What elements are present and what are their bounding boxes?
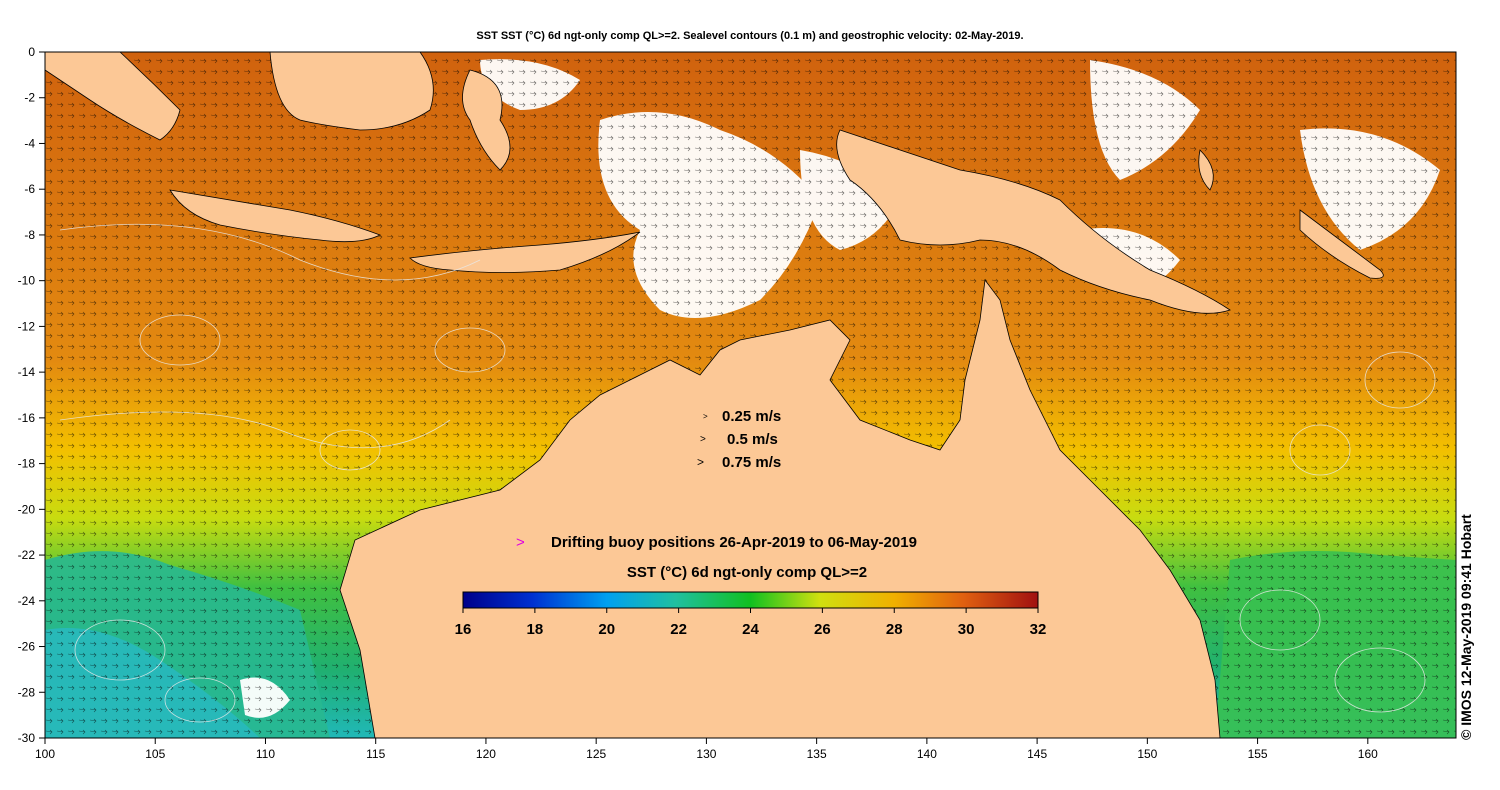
y-tick-label: -12 bbox=[18, 319, 36, 333]
velocity-label-2: 0.5 m/s bbox=[727, 431, 778, 448]
velocity-arrow-large: > bbox=[697, 455, 704, 469]
colorbar-tick-label: 24 bbox=[742, 621, 759, 638]
colorbar-tick-label: 32 bbox=[1030, 621, 1047, 638]
colorbar-tick-label: 20 bbox=[598, 621, 615, 638]
y-tick-label: -6 bbox=[24, 182, 35, 196]
map-title: SST SST (°C) 6d ngt-only comp QL>=2. Sea… bbox=[476, 30, 1024, 42]
x-tick-label: 130 bbox=[696, 747, 716, 761]
colorbar-tick-label: 16 bbox=[455, 621, 472, 638]
x-tick-label: 115 bbox=[366, 747, 385, 761]
buoy-marker-icon: > bbox=[516, 534, 525, 551]
x-tick-label: 145 bbox=[1027, 747, 1047, 761]
new-guinea-land bbox=[836, 129, 1231, 314]
velocity-label-3: 0.75 m/s bbox=[722, 454, 781, 471]
y-tick-label: -8 bbox=[24, 228, 35, 242]
x-tick-label: 150 bbox=[1137, 747, 1157, 761]
x-tick-label: 105 bbox=[145, 747, 165, 761]
sealevel-contours bbox=[59, 223, 1436, 723]
colorbar-tick-label: 28 bbox=[886, 621, 903, 638]
y-tick-label: -14 bbox=[18, 365, 36, 379]
y-tick-label: -16 bbox=[18, 411, 36, 425]
timor-land bbox=[409, 231, 641, 273]
x-axis: 100 105 110 115 120 125 130 135 140 145 150 155 160 bbox=[35, 738, 1378, 761]
colorbar-tick-label: 30 bbox=[958, 621, 975, 638]
x-tick-label: 125 bbox=[586, 747, 606, 761]
colorbar-gradient bbox=[462, 591, 1039, 609]
y-tick-label: 0 bbox=[28, 45, 35, 59]
velocity-arrow-medium: > bbox=[700, 434, 706, 445]
java-land bbox=[169, 189, 382, 243]
x-tick-label: 100 bbox=[35, 747, 55, 761]
x-tick-label: 155 bbox=[1248, 747, 1268, 761]
y-tick-label: -18 bbox=[18, 457, 36, 471]
x-tick-label: 135 bbox=[807, 747, 827, 761]
y-tick-label: -4 bbox=[24, 136, 35, 150]
y-tick-label: -2 bbox=[24, 91, 35, 105]
borneo-land bbox=[269, 52, 434, 131]
colorbar-tick-label: 26 bbox=[814, 621, 831, 638]
australia-land bbox=[339, 278, 1221, 738]
x-tick-label: 160 bbox=[1358, 747, 1378, 761]
colorbar-tick-label: 22 bbox=[670, 621, 687, 638]
y-tick-label: -22 bbox=[18, 548, 36, 562]
y-tick-label: -20 bbox=[18, 502, 36, 516]
x-tick-label: 110 bbox=[256, 747, 275, 761]
colorbar-title: SST (°C) 6d ngt-only comp QL>=2 bbox=[627, 564, 867, 581]
y-axis: 0 -2 -4 -6 -8 -10 -12 -14 -16 -18 -20 -22 -24 -26 -28 -… bbox=[18, 45, 45, 745]
y-tick-label: -28 bbox=[18, 685, 36, 699]
buoy-legend-text: Drifting buoy positions 26-Apr-2019 to 0… bbox=[551, 534, 917, 551]
y-tick-label: -26 bbox=[18, 640, 36, 654]
buoy-legend: > Drifting buoy positions 26-Apr-2019 to… bbox=[516, 534, 917, 551]
colorbar: SST (°C) 6d ngt-only comp QL>=2 16 18 20 22… bbox=[455, 564, 1047, 638]
x-tick-label: 120 bbox=[476, 747, 496, 761]
y-tick-label: -30 bbox=[18, 731, 36, 745]
velocity-legend: > 0.25 m/s > 0.5 m/s > 0.75 m/s bbox=[697, 408, 781, 471]
y-tick-label: -10 bbox=[18, 274, 36, 288]
y-tick-label: -24 bbox=[18, 594, 36, 608]
sulawesi-land bbox=[462, 69, 511, 171]
x-tick-label: 140 bbox=[917, 747, 937, 761]
landmasses bbox=[45, 52, 1384, 738]
velocity-arrow-small: > bbox=[703, 412, 708, 421]
sumatra-land bbox=[45, 52, 181, 141]
copyright-text: © IMOS 12-May-2019 09:41 Hobart bbox=[1458, 514, 1474, 740]
colorbar-tick-label: 18 bbox=[527, 621, 544, 638]
velocity-label-1: 0.25 m/s bbox=[722, 408, 781, 425]
colorbar-ticks: 16 18 20 22 24 26 28 30 32 bbox=[455, 608, 1047, 638]
